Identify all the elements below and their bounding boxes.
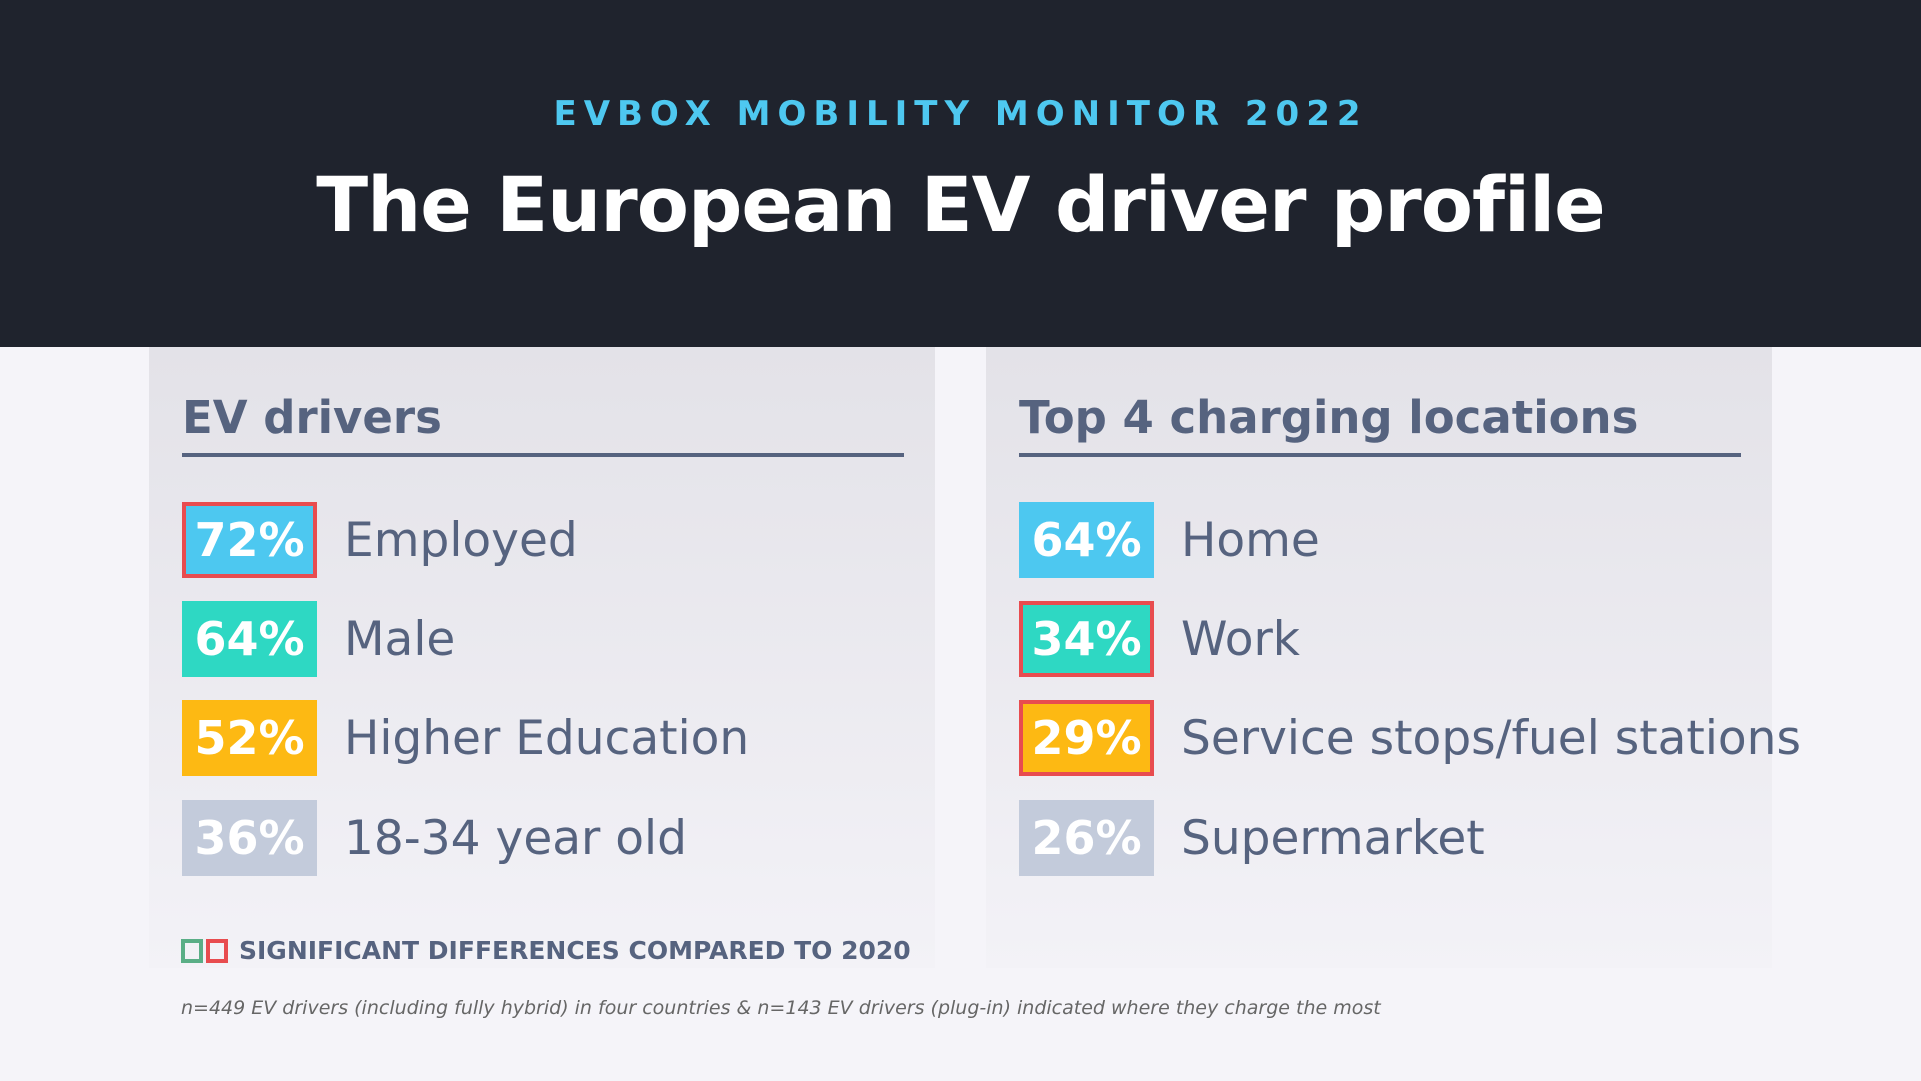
panel-ev-drivers: EV drivers 72% Employed 64% Male 52% Higher E… — [149, 347, 935, 968]
stat-row: 29% Service stops/fuel stations — [1019, 700, 1801, 776]
panel-title: Top 4 charging locations — [1019, 391, 1639, 444]
stat-label: Supermarket — [1181, 810, 1485, 866]
divider — [182, 453, 904, 457]
stat-label: Male — [344, 611, 456, 667]
stat-label: Higher Education — [344, 710, 750, 766]
stat-row: 52% Higher Education — [182, 700, 749, 776]
stat-value: 72% — [182, 502, 317, 578]
stat-label: 18-34 year old — [344, 810, 687, 866]
stat-value: 64% — [1019, 502, 1154, 578]
stat-row: 64% Male — [182, 601, 455, 677]
stat-label: Home — [1181, 512, 1320, 568]
stat-row: 72% Employed — [182, 502, 578, 578]
stat-value: 34% — [1019, 601, 1154, 677]
footnote: n=449 EV drivers (including fully hybrid… — [181, 997, 1381, 1019]
stat-value: 36% — [182, 800, 317, 876]
legend-text: SIGNIFICANT DIFFERENCES COMPARED TO 2020 — [239, 936, 911, 965]
stat-row: 36% 18-34 year old — [182, 800, 687, 876]
stat-value: 52% — [182, 700, 317, 776]
panel-title: EV drivers — [182, 391, 442, 444]
stat-label: Service stops/fuel stations — [1181, 710, 1801, 766]
red-square-icon — [206, 938, 228, 963]
stat-row: 34% Work — [1019, 601, 1300, 677]
stat-value: 26% — [1019, 800, 1154, 876]
page-title: The European EV driver profile — [316, 160, 1605, 249]
stat-row: 64% Home — [1019, 502, 1320, 578]
header: EVBOX MOBILITY MONITOR 2022 The European… — [0, 0, 1921, 347]
green-square-icon — [181, 938, 203, 963]
stat-value: 29% — [1019, 700, 1154, 776]
divider — [1019, 453, 1741, 457]
stat-label: Work — [1181, 611, 1301, 667]
stat-label: Employed — [344, 512, 578, 568]
kicker: EVBOX MOBILITY MONITOR 2022 — [553, 94, 1368, 134]
stat-row: 26% Supermarket — [1019, 800, 1485, 876]
legend: SIGNIFICANT DIFFERENCES COMPARED TO 2020 — [181, 936, 911, 965]
panel-charging-locations: Top 4 charging locations 64% Home 34% Work 2… — [986, 347, 1801, 968]
stat-value: 64% — [182, 601, 317, 677]
